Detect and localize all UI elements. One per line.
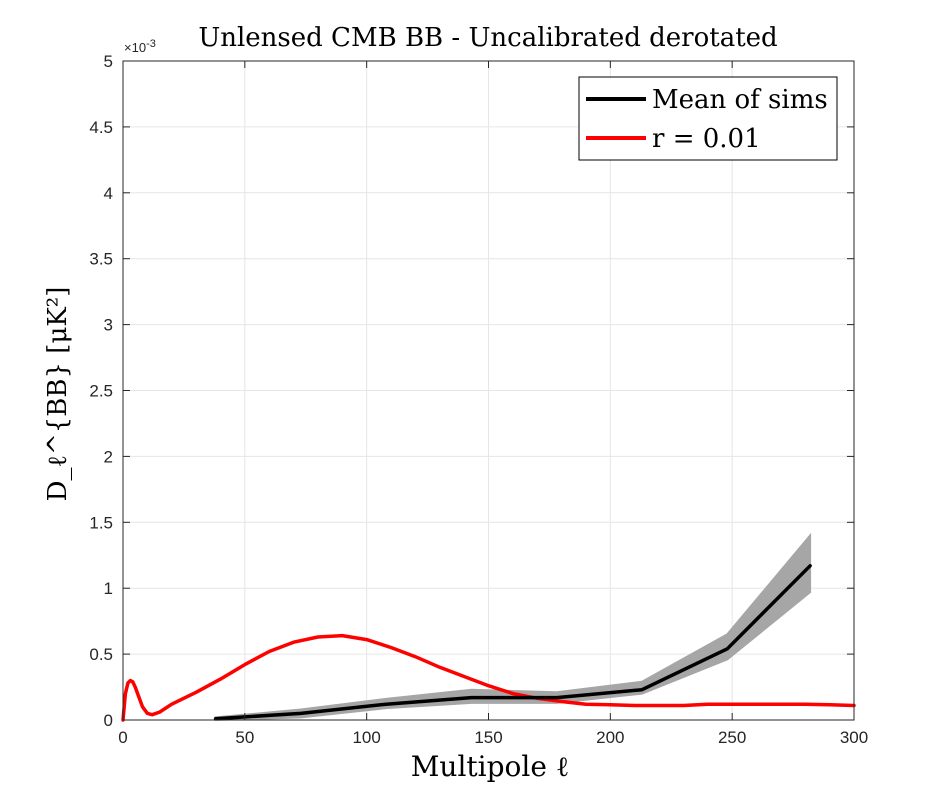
series-line-mean-of-sims	[213, 564, 812, 721]
x-tick-label: 250	[718, 728, 746, 747]
y-tick-label: 2.5	[89, 382, 113, 401]
x-tick-label: 150	[474, 728, 502, 747]
y-tick-label: 5	[104, 52, 113, 71]
y-tick-label: 1	[104, 579, 113, 598]
y-tick-label: 3.5	[89, 250, 113, 269]
band-layer	[214, 532, 812, 722]
x-tick-label: 0	[118, 728, 127, 747]
y-tick-label: 1.5	[89, 513, 113, 532]
series-line-r-0-01	[121, 633, 856, 722]
legend-label-mean-of-sims: Mean of sims	[652, 85, 828, 115]
x-tick-label: 200	[596, 728, 624, 747]
x-tick-label: 300	[840, 728, 868, 747]
legend-label-r-0-01: r = 0.01	[652, 124, 761, 154]
legend-box	[578, 76, 838, 161]
ticks: 0 50 100 150 200 250 300 0 0.5 1 1.5 2 2.5 3 3.5 4 4.5 5	[89, 52, 868, 747]
x-axis-label: Multipole ℓ	[411, 750, 569, 783]
y-exponent-label: ×10-3	[124, 38, 156, 55]
y-tick-label: 3	[104, 316, 113, 335]
y-tick-label: 4.5	[89, 118, 113, 137]
sims-spread-band	[214, 532, 812, 722]
chart-title: Unlensed CMB BB - Uncalibrated derotated	[198, 23, 777, 53]
y-tick-label: 2	[104, 447, 113, 466]
y-tick-label: 4	[104, 184, 113, 203]
y-tick-label: 0.5	[89, 645, 113, 664]
y-tick-label: 0	[104, 711, 113, 730]
x-tick-label: 100	[352, 728, 380, 747]
series-layer	[121, 564, 856, 722]
y-axis-label: D_ℓ^{BB} [μK²]	[43, 287, 73, 502]
legend: Mean of sims r = 0.01	[578, 76, 838, 161]
x-tick-label: 50	[235, 728, 254, 747]
